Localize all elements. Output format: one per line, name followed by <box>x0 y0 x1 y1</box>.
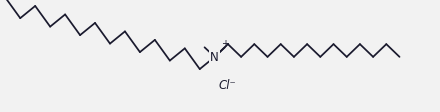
Text: N: N <box>210 51 219 64</box>
Text: Cl⁻: Cl⁻ <box>218 78 236 91</box>
Text: +: + <box>221 39 229 49</box>
